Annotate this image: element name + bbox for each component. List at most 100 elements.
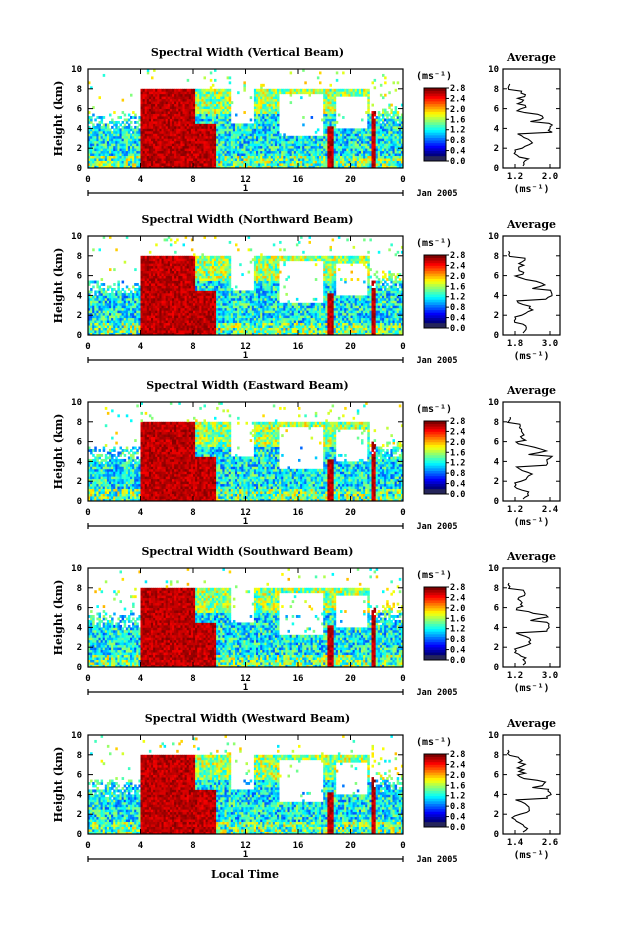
- heatmap-cell: [386, 116, 389, 119]
- heatmap-cell: [104, 145, 108, 149]
- colorbar-band: [424, 93, 446, 97]
- heatmap-cell: [113, 138, 116, 142]
- heatmap-cell: [373, 86, 377, 90]
- heatmap-cell: [165, 111, 169, 114]
- heatmap-cell: [121, 153, 125, 157]
- heatmap-cell: [100, 160, 104, 164]
- heatmap-cell: [106, 150, 110, 154]
- heatmap-cell: [98, 155, 101, 159]
- colorbar-tick-label: 2.0: [450, 105, 465, 115]
- heatmap-cell: [180, 130, 183, 134]
- heatmap-cell: [123, 165, 127, 169]
- heatmap-cell: [98, 140, 101, 144]
- heatmap-cell: [151, 150, 154, 154]
- heatmap-cell: [155, 143, 158, 147]
- heatmap-cell: [193, 98, 196, 102]
- heatmap-cell: [94, 165, 97, 169]
- heatmap-cell: [121, 125, 125, 129]
- heatmap-cell: [384, 93, 387, 97]
- heatmap-cell: [138, 145, 141, 149]
- heatmap-cell: [172, 123, 175, 127]
- heatmap-cell: [182, 143, 185, 147]
- heatmap-cell: [96, 165, 99, 169]
- heatmap-cell: [157, 155, 160, 159]
- heatmap-cell: [100, 128, 104, 132]
- heatmap-cell: [96, 163, 99, 166]
- heatmap-cell: [130, 116, 133, 119]
- heatmap-cell: [92, 128, 95, 132]
- heatmap-cell: [109, 155, 112, 159]
- heatmap-cell: [172, 128, 175, 132]
- colorbar-band: [424, 150, 446, 154]
- heatmap-cell: [113, 128, 116, 132]
- heatmap-cell: [155, 123, 158, 127]
- heatmap-cell: [153, 138, 156, 142]
- x-tick-label: 0: [85, 175, 90, 185]
- heatmap-cell: [102, 125, 106, 129]
- heatmap-cell: [316, 76, 320, 80]
- heatmap-cell: [151, 148, 154, 152]
- colorbar-band: [424, 116, 446, 120]
- heatmap-cell: [155, 153, 158, 157]
- heatmap-cell: [92, 155, 95, 159]
- heatmap-cell: [161, 118, 164, 122]
- heatmap-cell: [169, 155, 173, 159]
- heatmap-cell: [96, 116, 99, 119]
- heatmap-cell: [92, 158, 95, 161]
- heatmap-cell: [186, 78, 190, 82]
- heatmap-cell: [159, 98, 162, 102]
- heatmap-cell: [333, 98, 337, 102]
- colorbar-band: [424, 114, 446, 118]
- heatmap-cell: [104, 165, 108, 169]
- heatmap-cell: [132, 111, 135, 114]
- heatmap-cell: [184, 96, 188, 100]
- heatmap-cell: [163, 143, 167, 147]
- heatmap-cell: [148, 118, 152, 122]
- heatmap-cell: [130, 150, 133, 154]
- heatmap-cell: [174, 88, 177, 92]
- heatmap: [88, 69, 404, 169]
- heatmap-cell: [178, 91, 181, 95]
- heatmap-cell: [172, 133, 175, 137]
- heatmap-cell: [155, 155, 158, 159]
- heatmap-cell: [165, 135, 169, 139]
- colorbar-tick-label: 0.0: [450, 157, 465, 167]
- heatmap-cell: [190, 101, 194, 105]
- heatmap-cell: [142, 88, 146, 92]
- heatmap-cell: [121, 133, 125, 137]
- heatmap-cell: [125, 135, 129, 139]
- heatmap-cell: [367, 108, 370, 112]
- heatmap-cell: [186, 150, 190, 154]
- heatmap-cell: [289, 93, 293, 97]
- heatmap-cell: [178, 108, 181, 112]
- heatmap-cell: [176, 133, 179, 137]
- heatmap-cell: [165, 140, 169, 144]
- heatmap-cell: [161, 125, 164, 129]
- heatmap-cell: [142, 145, 146, 149]
- heatmap-cell: [169, 133, 173, 137]
- heatmap-cell: [102, 153, 106, 157]
- heatmap-cell: [88, 163, 91, 166]
- heatmap-cell: [153, 98, 156, 102]
- heatmap-cell: [373, 113, 377, 117]
- colorbar-band: [424, 147, 446, 151]
- heatmap-cell: [100, 120, 104, 124]
- heatmap-cell: [142, 165, 146, 169]
- heatmap-cell: [140, 155, 143, 159]
- heatmap-cell: [157, 158, 160, 161]
- heatmap-cell: [172, 118, 175, 122]
- heatmap-cell: [146, 118, 150, 122]
- heatmap-cell: [190, 155, 194, 159]
- heatmap-cell: [186, 98, 190, 102]
- heatmap-cell: [382, 73, 385, 77]
- heatmap-cell: [94, 140, 97, 144]
- heatmap-cell: [304, 81, 307, 85]
- heatmap-cell: [100, 163, 104, 166]
- heatmap-cell: [310, 116, 314, 119]
- heatmap-cell: [193, 148, 196, 152]
- heatmap-cell: [94, 125, 97, 129]
- heatmap-cell: [100, 155, 104, 159]
- heatmap-cell: [136, 150, 139, 154]
- heatmap-cell: [119, 160, 122, 164]
- heatmap-cell: [106, 133, 110, 137]
